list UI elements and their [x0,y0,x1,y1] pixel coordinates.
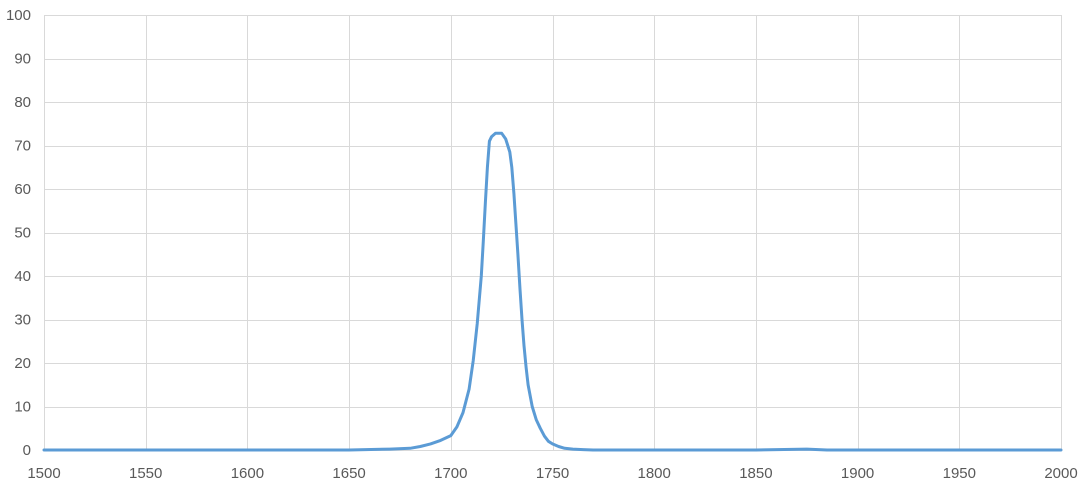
x-tick-label-1500: 1500 [27,465,60,482]
y-tick-label-70: 70 [14,138,31,155]
y-axis-tick-labels: 0 10 20 30 40 50 60 70 80 90 100 [6,7,31,459]
y-tick-label-100: 100 [6,7,31,24]
x-tick-label-1600: 1600 [231,465,264,482]
y-tick-label-10: 10 [14,399,31,416]
series-group [42,131,1063,452]
y-tick-label-30: 30 [14,312,31,329]
y-tick-label-90: 90 [14,51,31,68]
y-tick-label-20: 20 [14,355,31,372]
y-tick-label-50: 50 [14,225,31,242]
y-tick-label-80: 80 [14,94,31,111]
x-tick-label-2000: 2000 [1044,465,1077,482]
y-tick-label-40: 40 [14,268,31,285]
x-tick-label-1550: 1550 [129,465,162,482]
x-tick-label-1750: 1750 [536,465,569,482]
x-axis-tick-labels: 1500 1550 1600 1650 1700 1750 1800 1850 1900 1950… [27,465,1077,482]
gridlines [44,15,1062,451]
x-tick-label-1850: 1850 [739,465,772,482]
x-tick-label-1700: 1700 [434,465,467,482]
x-tick-label-1800: 1800 [638,465,671,482]
x-tick-label-1900: 1900 [841,465,874,482]
x-tick-label-1950: 1950 [943,465,976,482]
y-tick-label-0: 0 [23,442,31,459]
x-tick-label-1650: 1650 [332,465,365,482]
series-line-0 [42,131,1063,452]
y-tick-label-60: 60 [14,181,31,198]
